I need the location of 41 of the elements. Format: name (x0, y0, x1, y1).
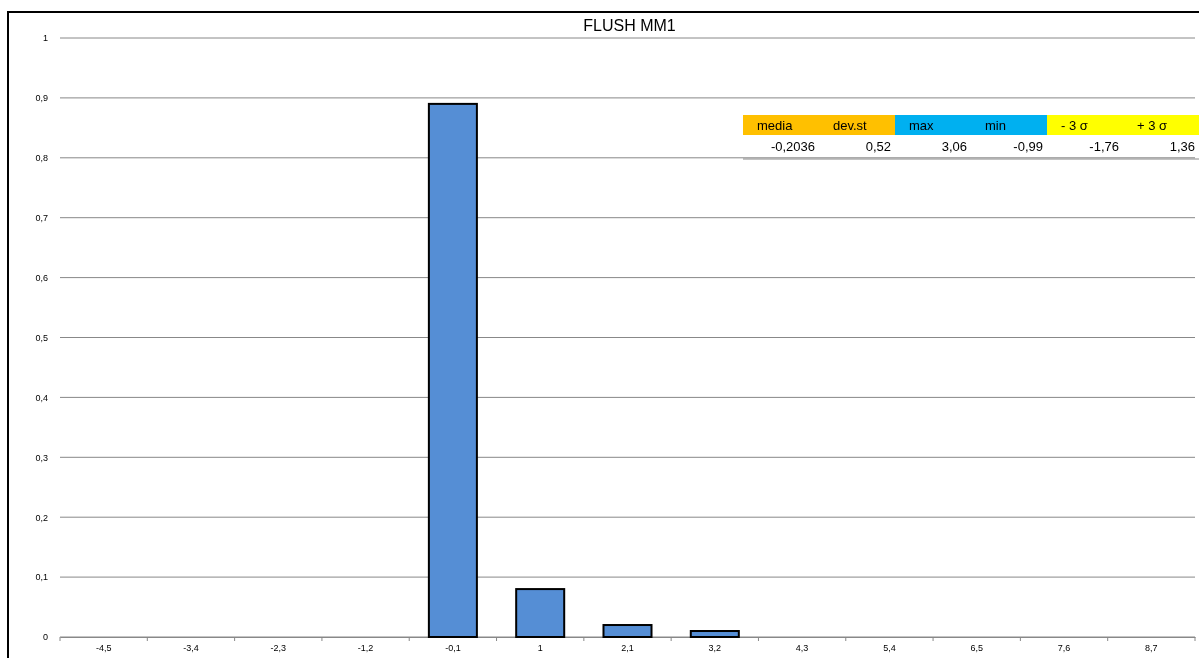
annotation: media (757, 118, 794, 133)
x-tick-label: -0,1 (445, 643, 461, 654)
y-tick-label: 0,2 (35, 512, 48, 523)
y-tick-label: 0,5 (35, 332, 48, 343)
bar (602, 624, 653, 638)
x-tick-label: 8,7 (1145, 643, 1158, 654)
y-tick-label: 0,8 (35, 153, 48, 164)
annotation: 3,06 (941, 139, 967, 154)
x-tick-label: 3,2 (708, 643, 722, 654)
annotation: -1,76 (1089, 139, 1119, 154)
y-tick-label: 1 (42, 33, 48, 44)
x-tick-label: -4,5 (95, 643, 112, 654)
y-tick-label: 0,6 (35, 272, 48, 283)
x-tick-label: 4,3 (795, 643, 809, 654)
y-tick-label: 0,1 (35, 572, 48, 583)
x-tick-label: 5,4 (883, 643, 896, 654)
bar (515, 588, 566, 638)
x-tick-label: 1 (537, 643, 543, 654)
annotation: -0,2036 (770, 139, 815, 154)
bar (427, 102, 478, 638)
annotation: 0,52 (865, 139, 891, 154)
annotation: + 3 σ (1137, 118, 1168, 133)
annotation: min (985, 118, 1006, 133)
chart-title: FLUSH MM1 (583, 17, 676, 34)
x-tick-label: -1,2 (357, 643, 374, 654)
y-tick-label: 0,4 (35, 392, 48, 403)
x-tick-label: -2,3 (270, 643, 287, 654)
y-tick-label: 0 (42, 632, 48, 643)
x-tick-label: 7,6 (1057, 643, 1071, 654)
x-tick-label: -3,4 (183, 643, 199, 654)
y-tick-label: 0,3 (35, 452, 48, 463)
annotation: -0,99 (1013, 139, 1043, 154)
y-tick-label: 0,7 (35, 213, 48, 224)
annotation: max (909, 118, 935, 133)
annotation: 1,36 (1169, 139, 1195, 154)
x-tick-label: 6,5 (970, 643, 983, 654)
y-tick-label: 0,9 (35, 93, 48, 104)
x-tick-label: 2,1 (621, 643, 634, 654)
annotation: dev.st (833, 118, 868, 133)
annotation: - 3 σ (1061, 118, 1088, 133)
bar (689, 630, 740, 638)
